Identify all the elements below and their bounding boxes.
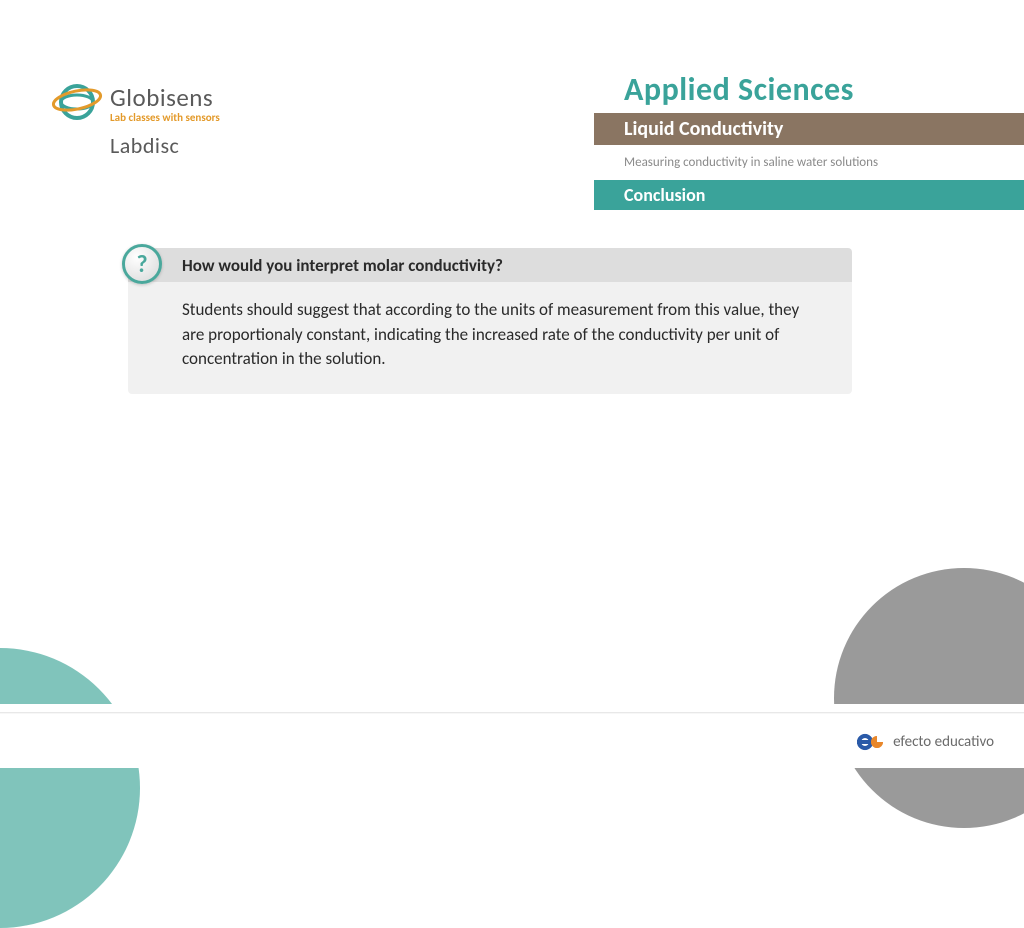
teal-circle-decoration bbox=[0, 648, 140, 928]
gray-circle-decoration bbox=[834, 568, 1024, 828]
content-box: ? How would you interpret molar conducti… bbox=[128, 248, 852, 394]
logo-name: Globisens bbox=[110, 82, 220, 113]
question-mark-icon: ? bbox=[122, 244, 162, 284]
main-title: Applied Sciences bbox=[594, 70, 1024, 109]
logo-tagline: Lab classes with sensors bbox=[110, 111, 220, 124]
section-bar: Conclusion bbox=[594, 180, 1024, 210]
subtitle: Measuring conductivity in saline water s… bbox=[594, 155, 1024, 170]
footer-text: efecto educativo bbox=[893, 733, 994, 751]
topic-text: Liquid Conductivity bbox=[624, 117, 783, 141]
answer-box: Students should suggest that according t… bbox=[128, 282, 852, 394]
globe-icon bbox=[50, 78, 104, 126]
topic-bar: Liquid Conductivity bbox=[594, 113, 1024, 145]
logo-area: Globisens Lab classes with sensors Labdi… bbox=[50, 78, 270, 159]
header-right: Applied Sciences Liquid Conductivity Mea… bbox=[594, 70, 1024, 210]
question-bar: ? How would you interpret molar conducti… bbox=[128, 248, 852, 282]
section-text: Conclusion bbox=[624, 184, 705, 206]
efecto-logo-icon bbox=[857, 732, 885, 752]
question-text: How would you interpret molar conductivi… bbox=[182, 255, 503, 276]
logo-sub-brand: Labdisc bbox=[110, 132, 270, 159]
footer: efecto educativo bbox=[857, 732, 994, 752]
globisens-logo: Globisens Lab classes with sensors bbox=[50, 78, 270, 126]
